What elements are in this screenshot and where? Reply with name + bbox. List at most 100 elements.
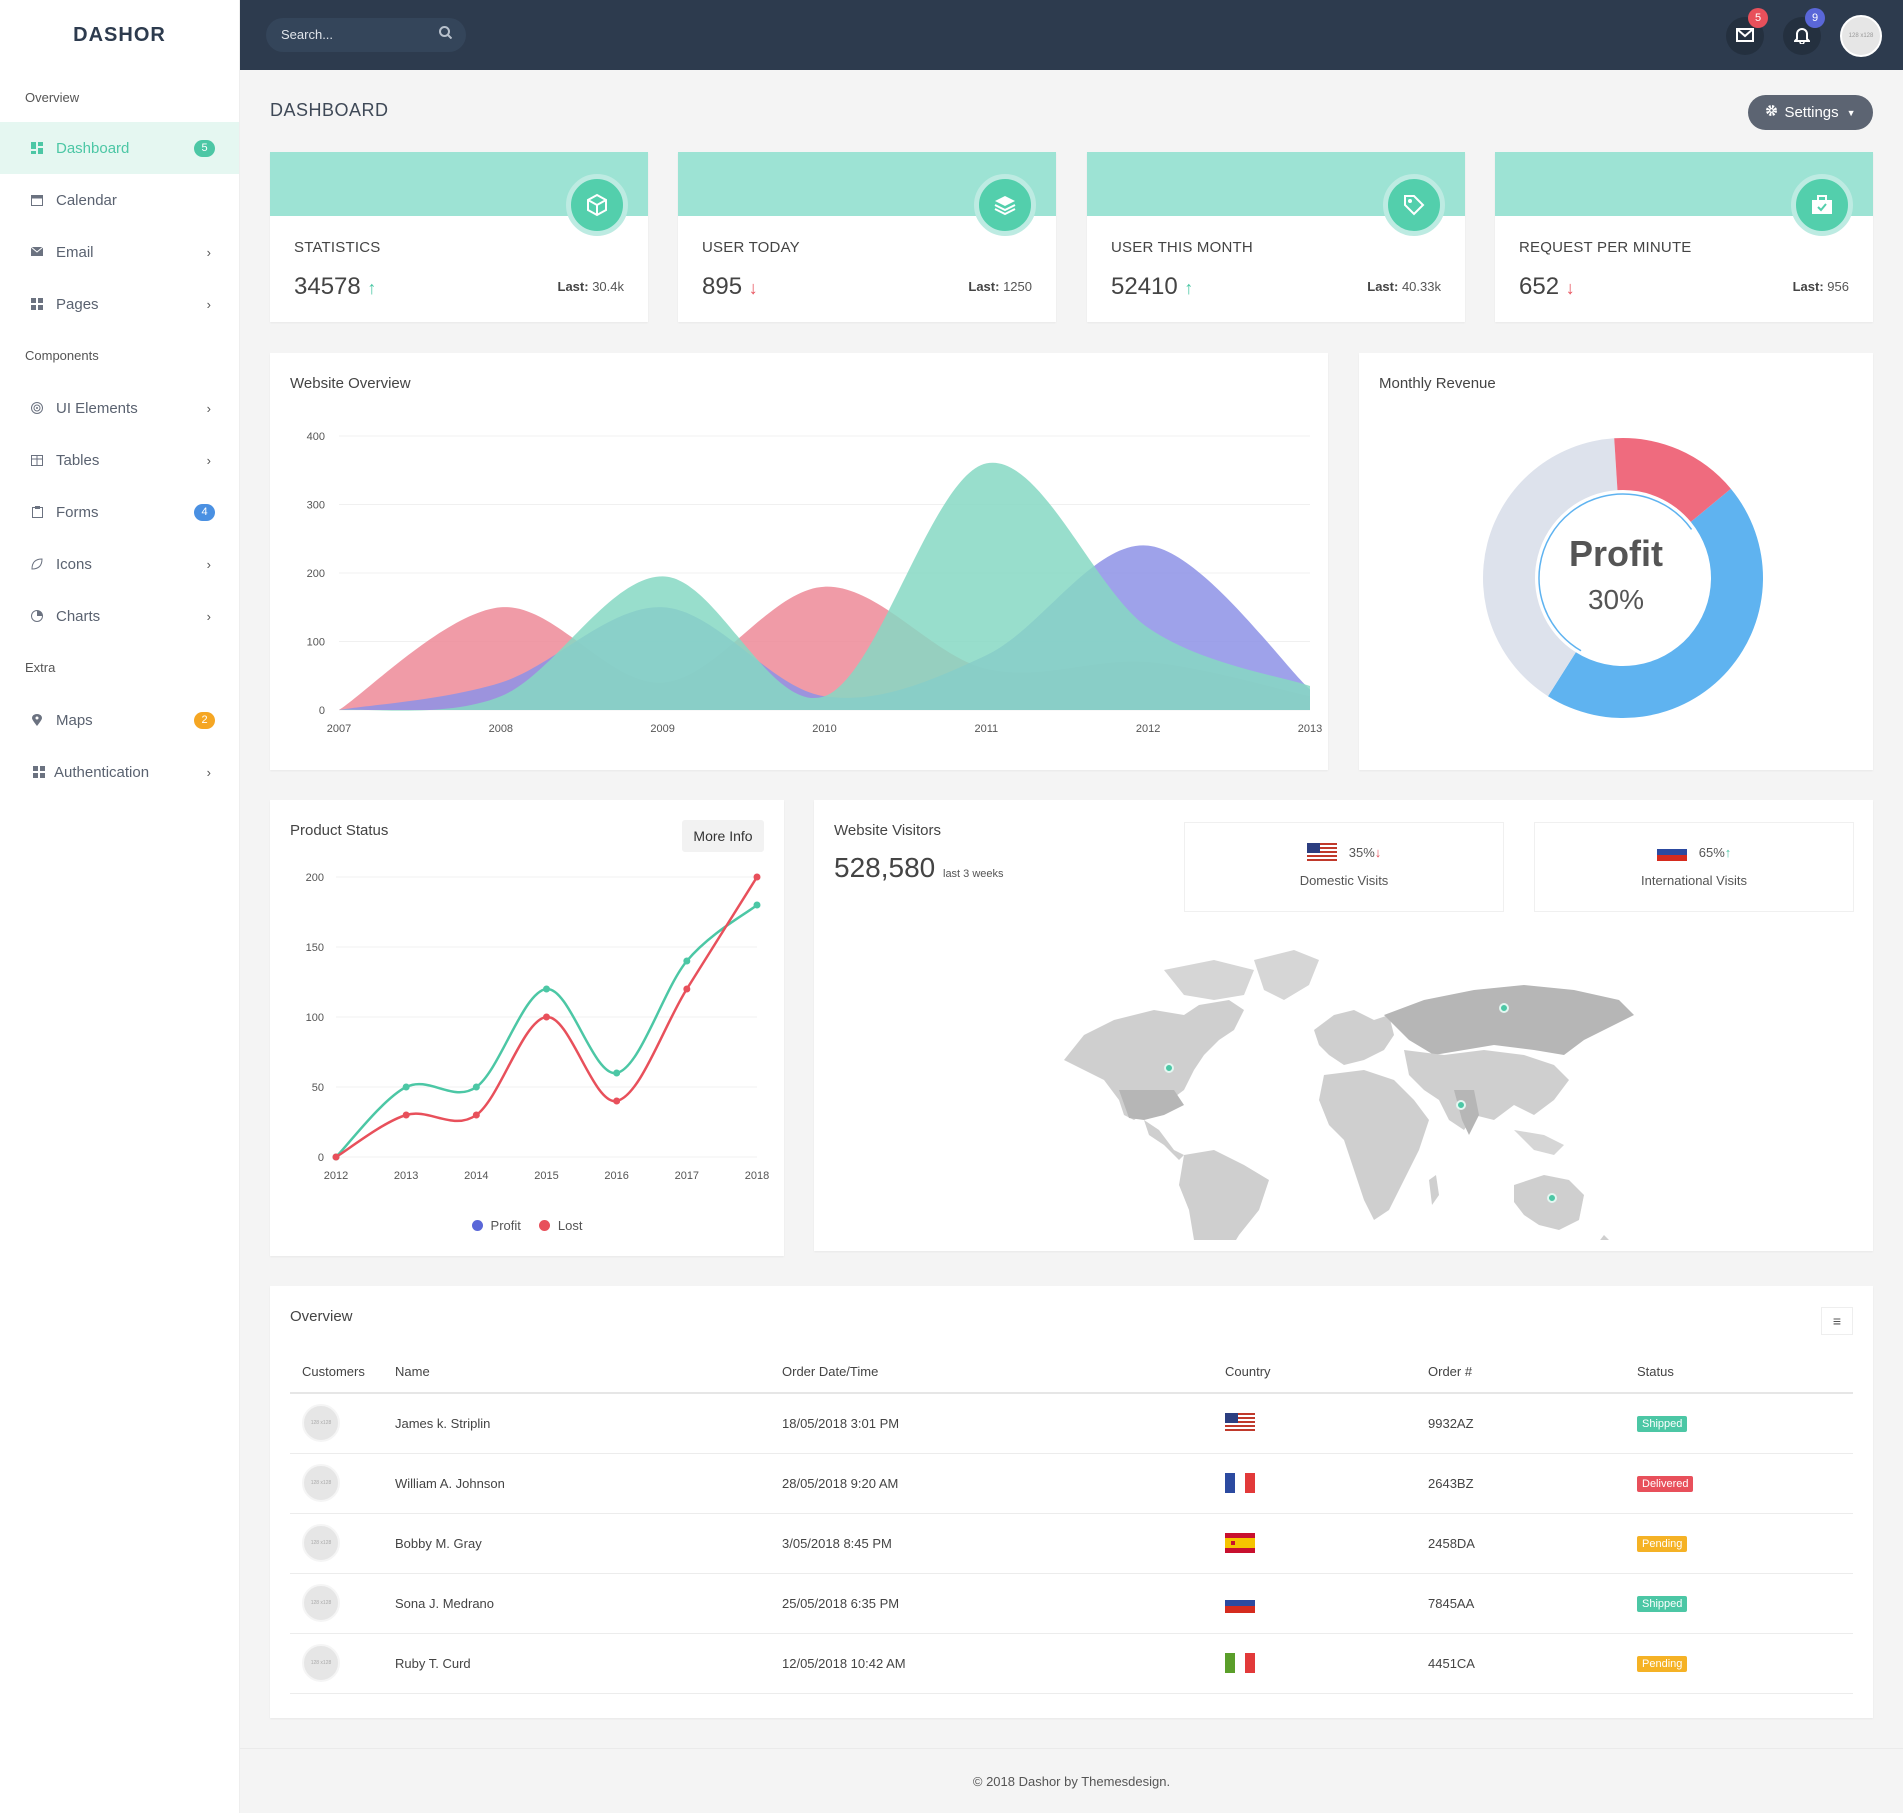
stat-card-statistics: STATISTICS 34578 ↑ Last: 30.4k bbox=[270, 152, 648, 322]
us-flag-icon bbox=[1225, 1413, 1255, 1434]
chevron-right-icon: › bbox=[206, 608, 211, 624]
menu-icon[interactable]: ≡ bbox=[1821, 1307, 1853, 1335]
customer-name: Bobby M. Gray bbox=[383, 1513, 770, 1574]
envelope-icon bbox=[1736, 27, 1754, 45]
column-header[interactable]: Status bbox=[1625, 1351, 1853, 1394]
stat-label: USER THIS MONTH bbox=[1111, 239, 1253, 256]
order-date: 12/05/2018 10:42 AM bbox=[770, 1633, 1213, 1694]
sidebar-item-authentication[interactable]: Authentication › bbox=[0, 746, 239, 798]
sidebar-item-label: Calendar bbox=[56, 191, 117, 209]
notification-button[interactable]: 9 bbox=[1783, 8, 1825, 55]
sidebar-item-ui-elements[interactable]: UI Elements › bbox=[0, 382, 239, 434]
table-row[interactable]: 128 x128 Ruby T. Curd 12/05/2018 10:42 A… bbox=[290, 1633, 1853, 1694]
x-tick-label: 2013 bbox=[394, 1170, 418, 1182]
data-point bbox=[753, 901, 761, 909]
notification-badge: 9 bbox=[1805, 8, 1825, 28]
sidebar-item-label: Charts bbox=[56, 607, 101, 625]
website-visitors-card: Website Visitors 528,580 last 3 weeks 35… bbox=[814, 800, 1873, 1251]
map-marker-australia bbox=[1547, 1193, 1557, 1203]
arrow-up-icon: ↑ bbox=[1184, 278, 1194, 298]
column-header[interactable]: Customers bbox=[290, 1351, 383, 1394]
stat-last: Last: 40.33k bbox=[1367, 279, 1441, 294]
line-series-profit bbox=[335, 904, 758, 1158]
stat-last: Last: 956 bbox=[1792, 279, 1849, 294]
x-tick-label: 2016 bbox=[604, 1170, 628, 1182]
leaf-icon bbox=[30, 557, 44, 571]
product-status-card: Product Status More Info 0 50 100 150 200 201… bbox=[270, 800, 784, 1256]
search-icon[interactable] bbox=[439, 18, 453, 52]
column-header[interactable]: Order # bbox=[1416, 1351, 1625, 1394]
cube-icon bbox=[566, 174, 628, 236]
bell-icon bbox=[1792, 26, 1812, 47]
stat-last: Last: 30.4k bbox=[557, 279, 625, 294]
brand-logo[interactable]: DASHOR bbox=[73, 23, 166, 46]
caret-down-icon: ▼ bbox=[1846, 107, 1856, 118]
sidebar-item-calendar[interactable]: Calendar bbox=[0, 174, 239, 226]
sidebar-item-charts[interactable]: Charts › bbox=[0, 590, 239, 642]
mail-badge: 5 bbox=[1748, 8, 1768, 28]
data-point bbox=[613, 1069, 621, 1077]
sidebar-item-label: Tables bbox=[56, 451, 100, 469]
arrow-down-icon: ↓ bbox=[748, 278, 758, 298]
sidebar-item-forms[interactable]: Forms 4 bbox=[0, 486, 239, 538]
donut-slice-0 bbox=[1547, 488, 1763, 718]
more-info-button[interactable]: More Info bbox=[682, 820, 764, 852]
stat-card-user-today: USER TODAY 895 ↓ Last: 1250 bbox=[678, 152, 1056, 322]
x-tick-label: 2007 bbox=[327, 723, 351, 735]
y-tick-label: 200 bbox=[307, 568, 325, 580]
sidebar-item-pages[interactable]: Pages › bbox=[0, 278, 239, 330]
settings-button[interactable]: Settings ▼ bbox=[1748, 95, 1873, 130]
status-badge: Pending bbox=[1637, 1655, 1688, 1672]
fr-flag-icon bbox=[1225, 1473, 1255, 1493]
column-header[interactable]: Country bbox=[1213, 1351, 1416, 1394]
column-header[interactable]: Order Date/Time bbox=[770, 1351, 1213, 1394]
user-avatar[interactable]: 128 x128 bbox=[1840, 15, 1882, 57]
column-header[interactable]: Name bbox=[383, 1351, 770, 1394]
table-row[interactable]: 128 x128 Sona J. Medrano 25/05/2018 6:35… bbox=[290, 1573, 1853, 1634]
avatar: 128 x128 bbox=[302, 1404, 340, 1443]
y-tick-label: 100 bbox=[307, 637, 325, 649]
table-row[interactable]: 128 x128 Bobby M. Gray 3/05/2018 8:45 PM… bbox=[290, 1513, 1853, 1574]
y-tick-label: 100 bbox=[306, 1012, 324, 1024]
maps-badge: 2 bbox=[194, 711, 215, 729]
us-flag-icon bbox=[1306, 843, 1337, 861]
envelope-icon bbox=[30, 245, 44, 259]
donut-slice-1 bbox=[1483, 438, 1618, 697]
x-tick-label: 2017 bbox=[675, 1170, 699, 1182]
search-input[interactable]: Search... bbox=[266, 18, 466, 52]
card-title: Website Visitors bbox=[834, 822, 941, 839]
customer-name: James k. Striplin bbox=[383, 1393, 770, 1454]
sidebar-item-label: Maps bbox=[56, 711, 93, 729]
clipboard-icon bbox=[30, 505, 44, 519]
y-tick-label: 50 bbox=[312, 1082, 324, 1094]
chevron-right-icon: › bbox=[206, 556, 211, 572]
mail-button[interactable]: 5 bbox=[1726, 8, 1768, 55]
domestic-pct: 35% bbox=[1348, 844, 1375, 860]
sidebar-item-maps[interactable]: Maps 2 bbox=[0, 694, 239, 746]
data-point bbox=[332, 1153, 340, 1161]
donut-center-label: Profit bbox=[1569, 533, 1663, 574]
map-marker-russia bbox=[1499, 1003, 1509, 1013]
sidebar-item-dashboard[interactable]: Dashboard 5 bbox=[0, 122, 239, 174]
legend-item-lost[interactable]: Lost bbox=[538, 1218, 582, 1233]
sidebar-item-label: Pages bbox=[56, 295, 99, 313]
chart-legend: Profit Lost bbox=[270, 1218, 784, 1233]
sidebar-item-icons[interactable]: Icons › bbox=[0, 538, 239, 590]
chevron-right-icon: › bbox=[206, 764, 211, 780]
briefcase-icon bbox=[1791, 174, 1853, 236]
order-date: 28/05/2018 9:20 AM bbox=[770, 1453, 1213, 1514]
table-row[interactable]: 128 x128 William A. Johnson 28/05/2018 9… bbox=[290, 1453, 1853, 1514]
order-number: 2458DA bbox=[1416, 1513, 1625, 1574]
data-point bbox=[683, 985, 691, 993]
sidebar-item-email[interactable]: Email › bbox=[0, 226, 239, 278]
chevron-right-icon: › bbox=[206, 400, 211, 416]
stat-value: 895 ↓ bbox=[702, 273, 758, 300]
table-row[interactable]: 128 x128 James k. Striplin 18/05/2018 3:… bbox=[290, 1393, 1853, 1454]
order-date: 3/05/2018 8:45 PM bbox=[770, 1513, 1213, 1574]
sidebar-item-tables[interactable]: Tables › bbox=[0, 434, 239, 486]
legend-item-profit[interactable]: Profit bbox=[471, 1218, 521, 1233]
sidebar: DASHOR Overview Dashboard 5 Calendar Ema… bbox=[0, 0, 240, 1813]
data-point bbox=[753, 873, 761, 881]
table-icon bbox=[30, 453, 44, 467]
order-number: 4451CA bbox=[1416, 1633, 1625, 1694]
